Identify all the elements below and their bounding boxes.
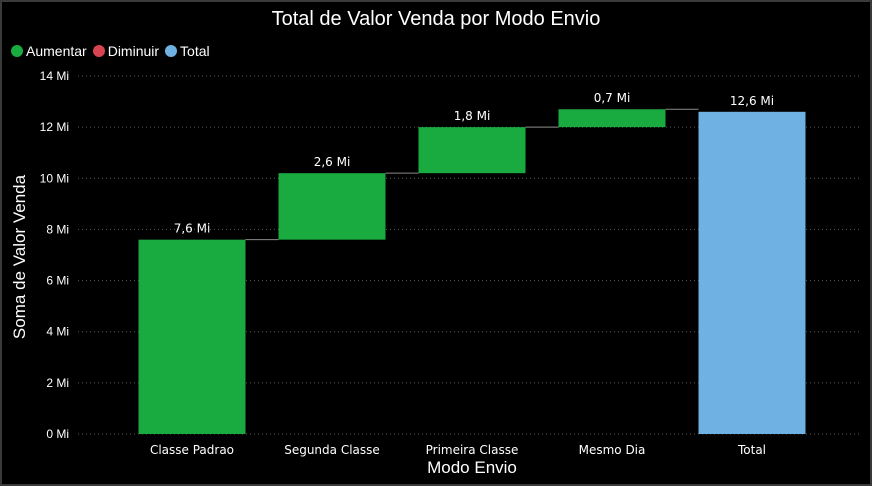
legend-label-diminuir: Diminuir (107, 43, 160, 59)
legend-label-total: Total (180, 43, 210, 59)
x-axis: Classe Padrao Segunda Classe Primeira Clas… (150, 443, 766, 457)
legend-marker-diminuir (92, 45, 105, 57)
data-label: 2,6 Mi (314, 155, 351, 169)
y-tick-label: 8 Mi (46, 222, 69, 236)
data-label: 7,6 Mi (174, 222, 211, 236)
legend-label-aumentar: Aumentar (26, 43, 87, 59)
y-axis-title: Soma de Valor Venda (10, 174, 29, 339)
data-label: 0,7 Mi (594, 91, 631, 105)
x-tick-label: Total (737, 443, 766, 457)
legend-item-total[interactable]: Total (165, 43, 210, 59)
legend-item-aumentar[interactable]: Aumentar (11, 43, 87, 59)
y-tick-label: 10 Mi (40, 171, 69, 185)
y-tick-label: 14 Mi (40, 69, 69, 83)
y-tick-label: 2 Mi (46, 376, 69, 390)
chart-title: Total de Valor Venda por Modo Envio (271, 8, 601, 30)
data-label: 12,6 Mi (730, 94, 774, 108)
y-tick-label: 4 Mi (46, 325, 69, 339)
y-tick-label: 6 Mi (46, 274, 69, 288)
x-tick-label: Mesmo Dia (579, 443, 646, 457)
x-tick-label: Segunda Classe (284, 443, 380, 457)
y-axis: 0 Mi 2 Mi 4 Mi 6 Mi 8 Mi 10 Mi 12 Mi 14 Mi (40, 69, 69, 441)
bar-segunda-classe[interactable] (278, 173, 386, 240)
x-axis-title: Modo Envio (427, 458, 517, 477)
x-tick-label: Primeira Classe (426, 443, 519, 457)
bar-mesmo-dia[interactable] (558, 109, 666, 128)
legend-marker-total (165, 45, 178, 57)
y-tick-label: 0 Mi (46, 427, 69, 441)
x-tick-label: Classe Padrao (150, 443, 234, 457)
legend-marker-aumentar (11, 45, 23, 57)
bar-classe-padrao[interactable] (138, 239, 246, 434)
bars (138, 109, 806, 435)
data-label: 1,8 Mi (454, 109, 491, 123)
connectors (245, 108, 699, 241)
y-tick-label: 12 Mi (40, 120, 69, 134)
legend: Aumentar Diminuir Total (11, 43, 216, 59)
bar-total[interactable] (698, 111, 806, 435)
bar-primeira-classe[interactable] (418, 127, 526, 174)
legend-item-diminuir[interactable]: Diminuir (92, 43, 160, 59)
data-labels: 7,6 Mi 2,6 Mi 1,8 Mi 0,7 Mi 12,6 Mi (174, 91, 774, 235)
